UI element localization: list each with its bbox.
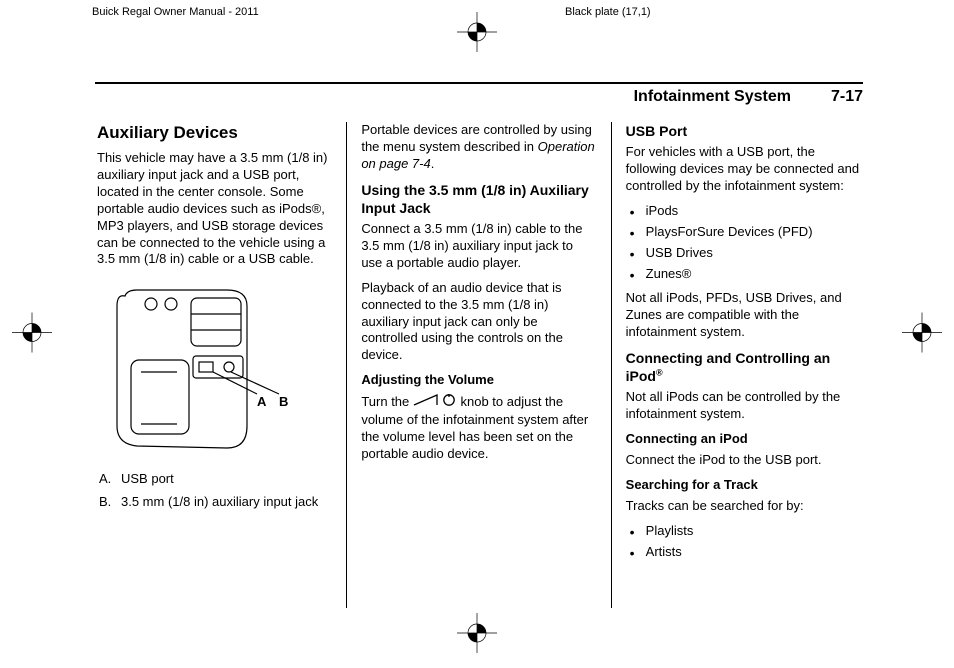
- list-item: Artists: [626, 544, 861, 561]
- legend-b-label: B.: [99, 494, 111, 511]
- heading-ipod: Connecting and Controlling an iPod®: [626, 349, 861, 385]
- aux-playback-para: Playback of an audio device that is conn…: [361, 280, 596, 364]
- legend-a-label: A.: [99, 471, 111, 488]
- doc-title: Buick Regal Owner Manual - 2011: [92, 6, 259, 18]
- figure-label-b: B: [279, 394, 288, 409]
- crop-mark-bottom-icon: [457, 613, 497, 656]
- list-item: Playlists: [626, 523, 861, 540]
- heading-aux-jack: Using the 3.5 mm (1/8 in) Auxiliary Inpu…: [361, 181, 596, 217]
- legend-b-text: 3.5 mm (1/8 in) auxiliary input jack: [121, 494, 318, 509]
- column-1: Auxiliary Devices This vehicle may have …: [95, 122, 346, 608]
- console-figure: A B: [97, 276, 307, 461]
- page-header: Infotainment System 7-17: [95, 88, 863, 106]
- aux-connect-para: Connect a 3.5 mm (1/8 in) cable to the 3…: [361, 221, 596, 272]
- heading-usb-port: USB Port: [626, 122, 861, 140]
- console-illustration-icon: A B: [97, 276, 307, 456]
- body-columns: Auxiliary Devices This vehicle may have …: [95, 122, 863, 608]
- heading-search-track: Searching for a Track: [626, 477, 861, 494]
- page-number: 7-17: [831, 88, 863, 106]
- legend-a-text: USB port: [121, 471, 174, 486]
- usb-device-list: iPods PlaysForSure Devices (PFD) USB Dri…: [626, 203, 861, 283]
- crop-mark-top-icon: [457, 12, 497, 55]
- list-item: USB Drives: [626, 245, 861, 262]
- heading-adjust-volume: Adjusting the Volume: [361, 372, 596, 389]
- column-3: USB Port For vehicles with a USB port, t…: [611, 122, 863, 608]
- search-intro-para: Tracks can be searched for by:: [626, 498, 861, 515]
- registered-mark: ®: [656, 368, 663, 378]
- intro-paragraph: This vehicle may have a 3.5 mm (1/8 in) …: [97, 150, 332, 268]
- legend-item-b: B. 3.5 mm (1/8 in) auxiliary input jack: [97, 494, 332, 511]
- crop-mark-right-icon: [902, 313, 942, 356]
- col2-intro: Portable devices are controlled by using…: [361, 122, 596, 173]
- crop-mark-left-icon: [12, 313, 52, 356]
- usb-intro-para: For vehicles with a USB port, the follow…: [626, 144, 861, 195]
- volume-knob-icon: [413, 393, 457, 412]
- figure-legend: A. USB port B. 3.5 mm (1/8 in) auxiliary…: [97, 471, 332, 511]
- volume-para: Turn the knob to adjust the volume of th…: [361, 393, 596, 463]
- section-title: Infotainment System: [634, 88, 791, 106]
- ipod-compat-para: Not all iPods can be controlled by the i…: [626, 389, 861, 423]
- column-2: Portable devices are controlled by using…: [346, 122, 610, 608]
- list-item: Zunes®: [626, 266, 861, 283]
- list-item: PlaysForSure Devices (PFD): [626, 224, 861, 241]
- legend-item-a: A. USB port: [97, 471, 332, 488]
- usb-compat-para: Not all iPods, PFDs, USB Drives, and Zun…: [626, 290, 861, 341]
- page-header-rule: Infotainment System 7-17: [95, 82, 863, 118]
- heading-auxiliary-devices: Auxiliary Devices: [97, 122, 332, 144]
- figure-label-a: A: [257, 394, 267, 409]
- plate-info: Black plate (17,1): [565, 6, 651, 18]
- list-item: iPods: [626, 203, 861, 220]
- heading-connecting-ipod: Connecting an iPod: [626, 431, 861, 448]
- search-list: Playlists Artists: [626, 523, 861, 561]
- ipod-connect-para: Connect the iPod to the USB port.: [626, 452, 861, 469]
